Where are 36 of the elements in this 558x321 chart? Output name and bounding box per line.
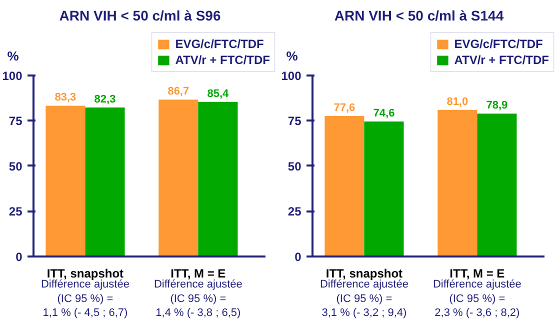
data-label: 74,6 <box>373 107 395 120</box>
y-tick-label: 25 <box>288 204 302 219</box>
x-tick-label: ITT, snapshot <box>46 266 124 280</box>
y-axis-title: % <box>7 48 20 64</box>
legend-label: ATV/r + FTC/TDF <box>454 53 549 67</box>
text: Différence ajustée (IC 95 %) = 1,4 % (- 3,8 ; 6,5) <box>154 278 242 320</box>
bar <box>438 110 478 256</box>
y-tick-label: 0 <box>294 250 302 264</box>
y-tick-label: 50 <box>8 159 23 174</box>
text: Différence ajustée (IC 95 %) = 2,3 % (- 3,6 ; 8,2) <box>432 278 522 320</box>
y-tick-label: 100 <box>2 69 23 84</box>
bar <box>364 121 404 256</box>
legend-label: ATV/r + FTC/TDF <box>175 53 270 67</box>
y-tick-label: 75 <box>8 114 23 128</box>
chart-title: ARN VIH < 50 c/ml à S144 <box>334 8 504 24</box>
x-tick-label: ITT, snapshot <box>326 266 403 280</box>
x-tick-label: ITT, M = E <box>450 266 505 280</box>
legend-label: EVG/c/FTC/TDF <box>175 37 264 51</box>
y-tick-label: 75 <box>288 114 302 128</box>
data-label: 83,3 <box>54 92 76 104</box>
y-tick-label: 50 <box>288 159 302 174</box>
data-label: 82,3 <box>94 94 116 106</box>
data-label: 78,9 <box>486 100 508 112</box>
y-tick-label: 100 <box>281 69 302 84</box>
legend-label: EVG/c/FTC/TDF <box>454 37 543 51</box>
y-axis-title: % <box>286 48 298 64</box>
data-label: 85,4 <box>207 88 230 100</box>
data-label: 81,0 <box>446 96 468 108</box>
data-label: 86,7 <box>168 86 190 98</box>
y-tick-label: 25 <box>8 204 23 219</box>
y-tick-label: 0 <box>16 250 23 264</box>
bar <box>324 116 364 256</box>
data-label: 77,6 <box>334 102 356 114</box>
bar <box>477 114 517 256</box>
x-tick-label: ITT, M = E <box>170 266 226 280</box>
chart-title: ARN VIH < 50 c/ml à S96 <box>59 8 221 24</box>
